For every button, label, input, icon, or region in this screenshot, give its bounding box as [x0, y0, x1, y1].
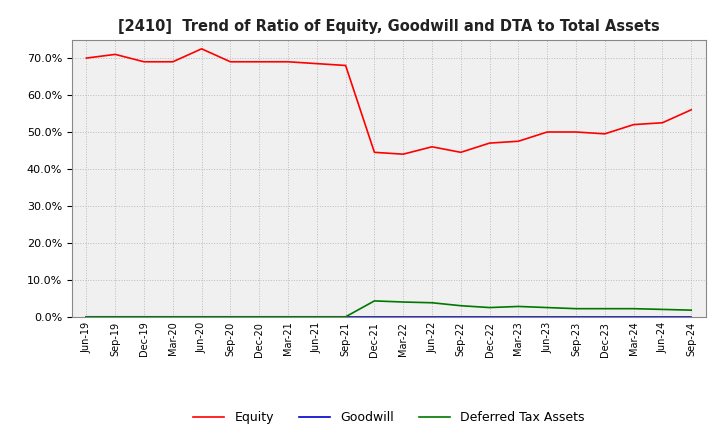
Title: [2410]  Trend of Ratio of Equity, Goodwill and DTA to Total Assets: [2410] Trend of Ratio of Equity, Goodwil…	[118, 19, 660, 34]
Goodwill	[168, 314, 177, 319]
Goodwill	[687, 314, 696, 319]
Goodwill	[629, 314, 638, 319]
Deferred Tax Assets	[140, 314, 148, 319]
Equity	[255, 59, 264, 64]
Deferred Tax Assets	[629, 306, 638, 312]
Deferred Tax Assets	[600, 306, 609, 312]
Equity	[226, 59, 235, 64]
Equity	[514, 139, 523, 144]
Goodwill	[399, 314, 408, 319]
Equity	[658, 120, 667, 125]
Goodwill	[226, 314, 235, 319]
Deferred Tax Assets	[197, 314, 206, 319]
Deferred Tax Assets	[572, 306, 580, 312]
Goodwill	[514, 314, 523, 319]
Goodwill	[543, 314, 552, 319]
Deferred Tax Assets	[255, 314, 264, 319]
Goodwill	[197, 314, 206, 319]
Goodwill	[658, 314, 667, 319]
Goodwill	[428, 314, 436, 319]
Equity	[140, 59, 148, 64]
Equity	[687, 107, 696, 113]
Deferred Tax Assets	[514, 304, 523, 309]
Equity	[399, 151, 408, 157]
Deferred Tax Assets	[370, 298, 379, 304]
Deferred Tax Assets	[485, 305, 494, 310]
Goodwill	[312, 314, 321, 319]
Legend: Equity, Goodwill, Deferred Tax Assets: Equity, Goodwill, Deferred Tax Assets	[188, 406, 590, 429]
Goodwill	[140, 314, 148, 319]
Equity	[284, 59, 292, 64]
Equity	[341, 63, 350, 68]
Goodwill	[370, 314, 379, 319]
Goodwill	[485, 314, 494, 319]
Equity	[485, 140, 494, 146]
Goodwill	[284, 314, 292, 319]
Deferred Tax Assets	[312, 314, 321, 319]
Deferred Tax Assets	[658, 307, 667, 312]
Deferred Tax Assets	[428, 300, 436, 305]
Deferred Tax Assets	[284, 314, 292, 319]
Deferred Tax Assets	[456, 303, 465, 308]
Deferred Tax Assets	[543, 305, 552, 310]
Goodwill	[572, 314, 580, 319]
Goodwill	[600, 314, 609, 319]
Line: Deferred Tax Assets: Deferred Tax Assets	[86, 301, 691, 317]
Equity	[82, 55, 91, 61]
Equity	[168, 59, 177, 64]
Equity	[600, 131, 609, 136]
Deferred Tax Assets	[687, 308, 696, 313]
Equity	[629, 122, 638, 127]
Deferred Tax Assets	[82, 314, 91, 319]
Deferred Tax Assets	[168, 314, 177, 319]
Equity	[111, 52, 120, 57]
Equity	[572, 129, 580, 135]
Deferred Tax Assets	[399, 299, 408, 304]
Equity	[197, 46, 206, 51]
Line: Equity: Equity	[86, 49, 691, 154]
Deferred Tax Assets	[226, 314, 235, 319]
Equity	[543, 129, 552, 135]
Deferred Tax Assets	[111, 314, 120, 319]
Goodwill	[341, 314, 350, 319]
Deferred Tax Assets	[341, 314, 350, 319]
Equity	[456, 150, 465, 155]
Goodwill	[255, 314, 264, 319]
Equity	[312, 61, 321, 66]
Equity	[428, 144, 436, 150]
Goodwill	[111, 314, 120, 319]
Equity	[370, 150, 379, 155]
Goodwill	[82, 314, 91, 319]
Goodwill	[456, 314, 465, 319]
